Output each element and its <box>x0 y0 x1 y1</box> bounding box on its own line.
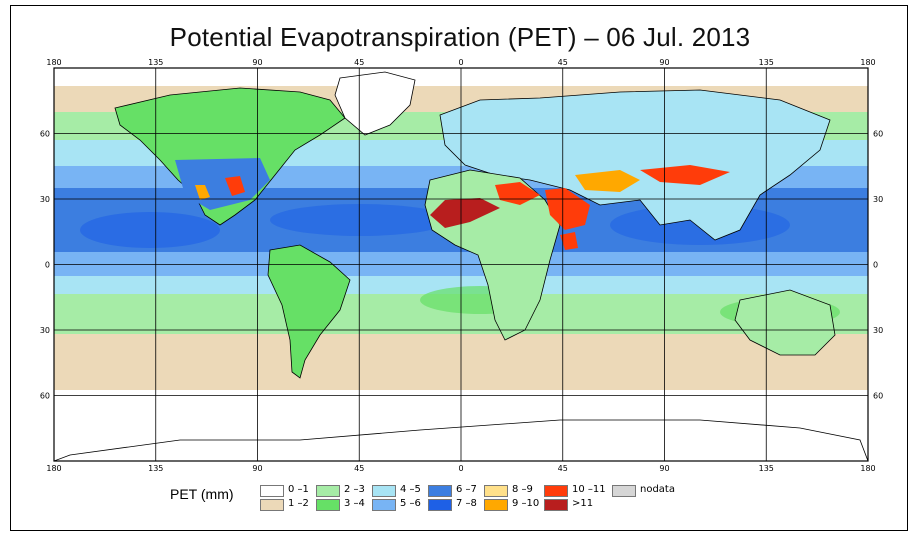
lat-tick-left: 60 <box>40 392 50 401</box>
lon-tick-top: 180 <box>860 58 875 67</box>
arabia-hotspot <box>545 188 590 230</box>
lat-tick-right: 0 <box>873 261 878 270</box>
legend-item-label: 10 –11 <box>572 484 606 495</box>
legend-item-label: 8 –9 <box>512 484 533 495</box>
lon-tick-top: 90 <box>659 58 669 67</box>
legend-swatch <box>484 499 508 511</box>
legend-item-label: 7 –8 <box>456 498 477 509</box>
pacific-patch <box>80 212 220 248</box>
legend-swatch <box>260 499 284 511</box>
north-america <box>114 87 346 226</box>
lon-tick-bottom: 45 <box>558 464 568 473</box>
lon-tick-top: 45 <box>558 58 568 67</box>
legend-item-label: >11 <box>572 498 594 509</box>
legend-swatch <box>316 485 340 497</box>
legend-item-label: 1 –2 <box>288 498 309 509</box>
figure-frame <box>10 5 908 531</box>
lat-tick-left: 0 <box>45 261 50 270</box>
usa-southwest-hotspot <box>225 176 245 196</box>
australia <box>734 289 836 356</box>
lon-tick-top: 180 <box>46 58 61 67</box>
lon-tick-top: 135 <box>759 58 774 67</box>
legend-swatch <box>484 485 508 497</box>
legend-item-label: 9 –10 <box>512 498 540 509</box>
legend-swatch <box>544 485 568 497</box>
legend-swatch <box>316 499 340 511</box>
lat-tick-left: 30 <box>40 195 50 204</box>
legend-swatch <box>544 499 568 511</box>
legend-swatch <box>428 499 452 511</box>
lat-tick-left: 60 <box>40 130 50 139</box>
legend-swatch <box>372 485 396 497</box>
lon-tick-bottom: 45 <box>354 464 364 473</box>
lat-tick-left: 30 <box>40 326 50 335</box>
mexico-hotspot <box>195 185 210 200</box>
greenland <box>334 71 416 136</box>
legend-item-label: 6 –7 <box>456 484 477 495</box>
legend-swatch <box>612 485 636 497</box>
lat-tick-right: 30 <box>873 195 883 204</box>
legend-swatch <box>260 485 284 497</box>
legend-item-label: 4 –5 <box>400 484 421 495</box>
legend-title: PET (mm) <box>170 486 234 502</box>
lon-tick-bottom: 90 <box>252 464 262 473</box>
lon-tick-top: 90 <box>252 58 262 67</box>
somalia-hotspot <box>560 232 578 250</box>
legend-item-label: 0 –1 <box>288 484 309 495</box>
lon-tick-bottom: 135 <box>148 464 163 473</box>
lon-tick-bottom: 135 <box>759 464 774 473</box>
legend-item-label: nodata <box>640 484 675 495</box>
legend-item-label: 3 –4 <box>344 498 365 509</box>
legend-item-label: 2 –3 <box>344 484 365 495</box>
iran-hotspot <box>575 170 640 192</box>
lon-tick-bottom: 180 <box>46 464 61 473</box>
axis-ticks: 180 180 135 135 90 90 45 45 0 0 45 45 90 90 135 135 180 1… <box>40 58 883 473</box>
lon-tick-top: 0 <box>458 58 463 67</box>
legend-item-label: 5 –6 <box>400 498 421 509</box>
lat-tick-right: 30 <box>873 326 883 335</box>
lon-tick-bottom: 0 <box>458 464 463 473</box>
legend-swatch <box>372 499 396 511</box>
south-america <box>267 244 351 379</box>
atlantic-patch <box>270 204 450 236</box>
north-america-warm <box>175 158 270 210</box>
lon-tick-bottom: 90 <box>659 464 669 473</box>
lat-tick-right: 60 <box>873 392 883 401</box>
lon-tick-bottom: 180 <box>860 464 875 473</box>
lon-tick-top: 135 <box>148 58 163 67</box>
legend-swatch <box>428 485 452 497</box>
graticule <box>54 68 868 461</box>
map-title: Potential Evapotranspiration (PET) – 06 … <box>169 22 751 52</box>
lon-tick-top: 45 <box>354 58 364 67</box>
lat-tick-right: 60 <box>873 130 883 139</box>
central-asia-hotspot <box>640 165 730 185</box>
sahara-hotspot <box>430 198 500 228</box>
